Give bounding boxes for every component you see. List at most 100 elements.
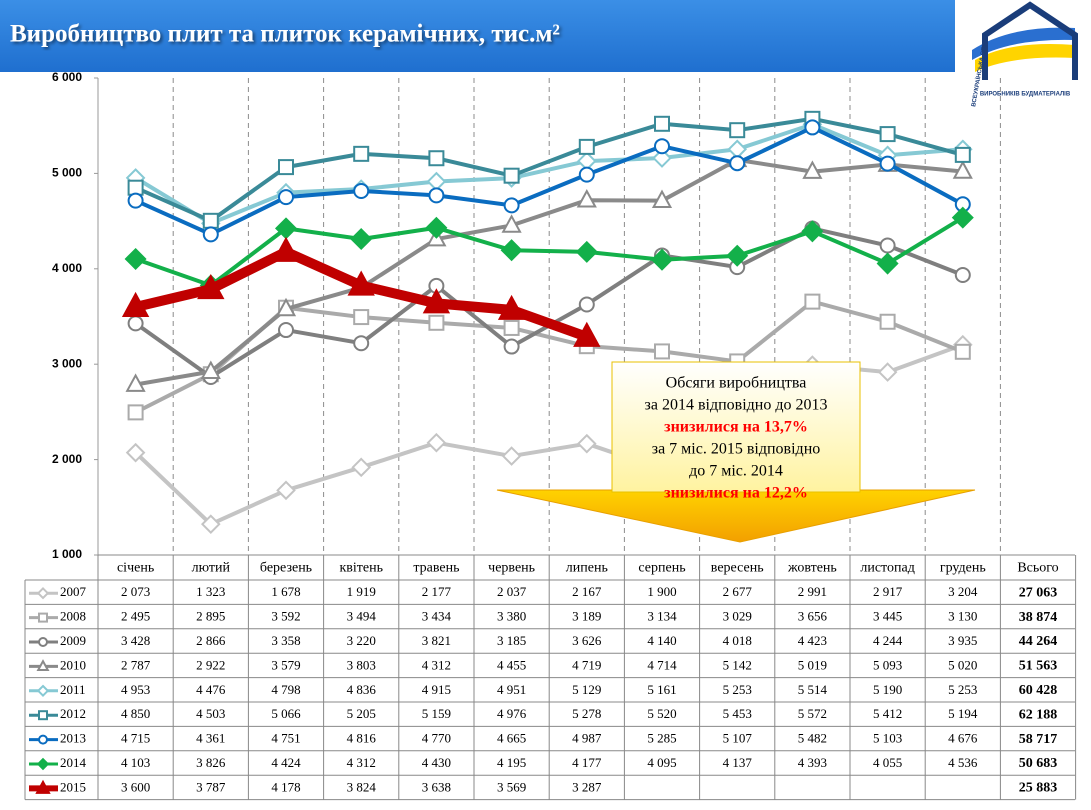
table-total: 62 188 — [1019, 707, 1058, 722]
marker — [278, 322, 294, 339]
table-cell: 4 951 — [497, 682, 526, 697]
table-cell: 4 665 — [497, 731, 526, 746]
table-cell: 3 185 — [497, 633, 526, 648]
table-cell: 2 895 — [196, 609, 225, 624]
table-cell: 2 495 — [121, 609, 150, 624]
marker — [422, 288, 451, 314]
marker — [879, 313, 896, 330]
table-cell: 4 676 — [948, 731, 978, 746]
y-tick-label: 2 000 — [52, 452, 82, 466]
table-cell: 2 991 — [798, 584, 827, 599]
marker — [428, 187, 445, 204]
marker — [351, 457, 372, 478]
table-cell: 5 278 — [572, 706, 601, 721]
table-cell: 4 361 — [196, 731, 225, 746]
table-cell: 3 579 — [271, 657, 300, 672]
table-cell: 3 287 — [572, 779, 602, 794]
marker — [954, 343, 971, 360]
table-cell: 5 020 — [948, 657, 977, 672]
series-line — [134, 122, 963, 226]
marker — [726, 244, 749, 267]
table-cell: 4 719 — [572, 657, 601, 672]
marker — [202, 226, 219, 243]
marker — [954, 146, 971, 163]
marker — [353, 335, 370, 352]
annotation: Обсяги виробництва за 2014 відповідно до … — [496, 361, 976, 543]
annotation-box — [611, 361, 861, 493]
marker — [876, 252, 899, 275]
table-cell: 3 220 — [347, 633, 376, 648]
annotation-text: знизилися на 12,2% — [664, 485, 808, 502]
marker — [729, 122, 746, 139]
table-cell: 4 715 — [121, 731, 150, 746]
marker — [353, 182, 370, 199]
table-cell: 2 787 — [121, 657, 151, 672]
marker — [127, 192, 144, 209]
table-cell: 1 900 — [647, 584, 676, 599]
table-cell: 5 190 — [873, 682, 902, 697]
annotation-text: Обсяги виробництва — [666, 375, 807, 392]
table-cell: 2 917 — [873, 584, 903, 599]
table-cell: 5 129 — [572, 682, 601, 697]
x-tick-label: квітень — [339, 561, 383, 576]
marker — [804, 119, 821, 136]
table-cell: 3 626 — [572, 633, 602, 648]
x-tick-label: січень — [117, 561, 154, 576]
table-cell: 5 412 — [873, 706, 902, 721]
marker — [425, 216, 448, 239]
table-cell: 4 536 — [948, 755, 978, 770]
marker — [353, 309, 370, 326]
marker — [276, 480, 296, 501]
table-cell: 5 253 — [948, 682, 977, 697]
table-header-bg — [98, 555, 1075, 580]
marker — [576, 189, 597, 208]
marker — [127, 315, 144, 332]
table-cell: 3 134 — [647, 609, 677, 624]
marker — [804, 293, 821, 310]
marker — [347, 270, 375, 296]
marker — [426, 432, 447, 453]
legend-label: 2010 — [60, 657, 86, 672]
table-cell: 4 798 — [271, 682, 300, 697]
legend-label: 2007 — [60, 584, 87, 599]
marker — [879, 126, 896, 143]
marker — [36, 659, 50, 671]
table-cell: 4 430 — [422, 755, 451, 770]
table-cell: 3 787 — [196, 779, 226, 794]
table-cell: 5 159 — [422, 706, 451, 721]
table-cell: 5 572 — [798, 706, 827, 721]
x-tick-label: вересень — [711, 561, 764, 576]
legend-label: 2015 — [60, 779, 86, 794]
table-cell: 3 494 — [347, 609, 377, 624]
marker — [654, 138, 670, 155]
table-cell: 4 312 — [422, 657, 451, 672]
table-cell: 5 161 — [647, 682, 676, 697]
marker — [501, 446, 522, 466]
table-cell: 4 987 — [572, 731, 602, 746]
table-total: 58 717 — [1019, 732, 1058, 747]
table-cell: 2 073 — [121, 584, 150, 599]
marker — [497, 294, 526, 320]
table-cell: 3 638 — [422, 779, 451, 794]
marker — [727, 139, 748, 160]
table-cell: 4 770 — [422, 731, 451, 746]
marker — [35, 779, 51, 794]
series-line — [135, 157, 963, 387]
marker — [578, 138, 595, 155]
marker — [500, 239, 523, 262]
marker — [197, 274, 225, 300]
y-tick-label: 1 000 — [52, 547, 82, 561]
table-cell: 4 455 — [497, 657, 526, 672]
table-cell: 2 167 — [572, 584, 602, 599]
logo: ВИРОБНИКІВ БУДМАТЕРІАЛІВ ВСЕУКРАЇНСЬКА С… — [955, 0, 1091, 110]
table-cell: 3 826 — [196, 755, 226, 770]
table-total: 25 883 — [1019, 781, 1058, 796]
x-tick-label: жовтень — [787, 561, 837, 576]
marker — [353, 145, 370, 162]
header-bar — [0, 0, 1091, 72]
marker — [650, 248, 674, 271]
table-cell: 4 836 — [347, 682, 377, 697]
marker — [729, 155, 746, 172]
table-cell: 2 037 — [497, 584, 527, 599]
marker — [802, 160, 823, 179]
